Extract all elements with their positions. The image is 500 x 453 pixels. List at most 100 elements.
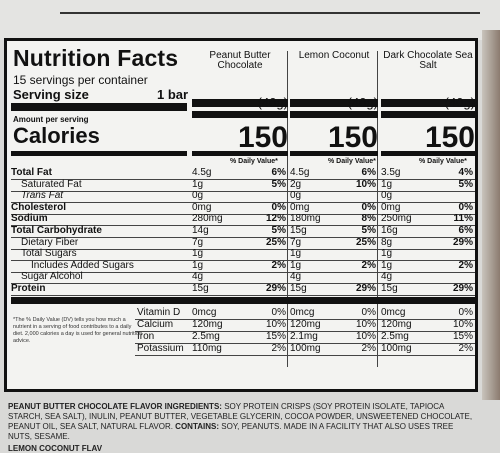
flavor-heading: PEANUT BUTTER CHOCOLATE FLAVOR: [8, 402, 163, 411]
nutrient-dv: 5%: [271, 178, 286, 190]
nutrient-label: Protein: [11, 283, 46, 294]
nutrient-amount: 1g: [381, 259, 393, 271]
nutrient-dv: 2%: [458, 259, 473, 271]
nutrient-dv: 25%: [265, 236, 286, 248]
nutrient-amount: 7g: [290, 236, 302, 248]
nutrient-amount: 8g: [381, 236, 393, 248]
serving-size-value: 1 bar: [157, 87, 189, 102]
nutrient-dv: 11%: [453, 213, 473, 225]
row-rule: [135, 342, 475, 344]
daily-value-header: % Daily Value*: [328, 158, 376, 165]
nutrient-label: Includes Added Sugars: [31, 259, 134, 271]
row-rule: [11, 202, 475, 204]
nutrient-dv: 12%: [265, 213, 286, 225]
nutrient-dv: 6%: [361, 167, 376, 178]
package-edge: [482, 30, 500, 400]
calories-value-3: 150: [424, 121, 475, 154]
row-rule: [11, 260, 475, 262]
nutrient-amount: 0g: [290, 190, 302, 202]
row-rule: [11, 213, 475, 215]
vitamin-dv: 2%: [271, 342, 286, 354]
vitamin-label: Vitamin D: [137, 306, 181, 318]
nutrient-amount: 4.5g: [192, 167, 212, 178]
nutrient-dv: 5%: [271, 225, 286, 236]
contains-text: SOY, PEANUTS. MADE IN A FACILITY THAT AL…: [8, 422, 454, 441]
nutrient-dv: 0%: [271, 201, 286, 213]
row-rule: [135, 330, 475, 332]
medium-rule: [11, 151, 187, 156]
daily-value-header: % Daily Value*: [230, 158, 278, 165]
row-rule: [11, 295, 475, 296]
package-fold-line: [60, 12, 480, 14]
column-thick-rule: [290, 111, 378, 118]
row-rule: [11, 248, 475, 250]
package-top: [0, 0, 500, 40]
serving-size-label: Serving size: [13, 87, 89, 102]
calories-value-1: 150: [237, 121, 288, 154]
vitamin-dv: 2%: [361, 342, 376, 354]
nutrient-dv: 29%: [452, 236, 473, 248]
nutrient-amount: 0mg: [290, 201, 310, 213]
nutrient-amount: 1g: [381, 248, 393, 260]
vitamin-amount: 110mg: [192, 342, 222, 354]
ingredients-block: PEANUT BUTTER CHOCOLATE FLAVOR INGREDIEN…: [8, 402, 478, 442]
nutrient-label: Sugar Alcohol: [21, 271, 83, 283]
vitamin-label: Iron: [137, 330, 155, 342]
nutrient-label: Total Fat: [11, 167, 52, 178]
vitamin-amount: 120mg: [192, 318, 223, 330]
nutrient-amount: 4g: [381, 271, 393, 283]
nutrient-amount: 15g: [381, 283, 398, 294]
vitamin-amount: 100mg: [381, 342, 412, 354]
nutrient-amount: 7g: [192, 236, 204, 248]
vitamin-amount: 0mcg: [192, 306, 217, 318]
vitamin-dv: 10%: [452, 318, 473, 330]
column-medium-rule: [192, 151, 288, 156]
amount-per-serving: Amount per serving: [13, 115, 89, 124]
nutrient-dv: 2%: [361, 259, 376, 271]
nutrient-label: Saturated Fat: [21, 178, 82, 190]
row-rule: [11, 271, 475, 273]
vitamin-amount: 120mg: [290, 318, 321, 330]
daily-value-footnote: *The % Daily Value (DV) tells you how mu…: [13, 317, 143, 344]
nutrient-amount: 250mg: [381, 213, 412, 225]
nutrient-dv: 6%: [458, 225, 473, 236]
row-rule: [135, 318, 475, 320]
vitamin-dv: 10%: [265, 318, 286, 330]
vitamin-label: Potassium: [137, 342, 184, 354]
nutrient-label: Trans Fat: [21, 190, 64, 202]
vitamin-dv: 10%: [355, 318, 376, 330]
nutrient-dv: 6%: [271, 167, 286, 178]
column-divider: [287, 51, 288, 367]
nutrient-label: Dietary Fiber: [21, 236, 79, 248]
vitamin-amount: 0mcg: [381, 306, 406, 318]
vitamin-dv: 0%: [271, 306, 286, 318]
nutrient-amount: 1g: [381, 178, 393, 190]
vitamin-dv: 0%: [361, 306, 376, 318]
nutrient-amount: 180mg: [290, 213, 321, 225]
nutrient-amount: 14g: [192, 225, 209, 236]
nutrient-amount: 16g: [381, 225, 398, 236]
nutrient-amount: 0g: [192, 190, 204, 202]
nutrient-amount: 1g: [290, 248, 302, 260]
nutrient-dv: 0%: [361, 201, 376, 213]
nutrient-amount: 4g: [290, 271, 302, 283]
ingredients-text: SOY PROTEIN CRISPS (SOY PROTEIN ISOLATE,…: [8, 402, 473, 431]
nutrient-amount: 1g: [290, 259, 302, 271]
nutrient-dv: 0%: [458, 201, 473, 213]
nutrient-amount: 4g: [192, 271, 204, 283]
nutrient-dv: 4%: [458, 167, 473, 178]
panel-title: Nutrition Facts: [13, 45, 179, 71]
row-rule: [11, 190, 475, 192]
nutrient-dv: 29%: [265, 283, 286, 294]
nutrient-amount: 15g: [290, 283, 307, 294]
nutrient-label: Cholesterol: [11, 201, 67, 213]
row-rule: [11, 225, 475, 227]
nutrient-amount: 3.5g: [381, 167, 401, 178]
vitamin-amount: 2.1mg: [290, 330, 318, 342]
column-divider: [377, 51, 378, 367]
nutrient-amount: 0mg: [192, 201, 212, 213]
contains-label: CONTAINS:: [175, 422, 220, 431]
flavor-name-3: Dark Chocolate Sea Salt: [383, 50, 473, 71]
nutrient-amount: 1g: [192, 178, 204, 190]
vitamin-amount: 0mcg: [290, 306, 315, 318]
